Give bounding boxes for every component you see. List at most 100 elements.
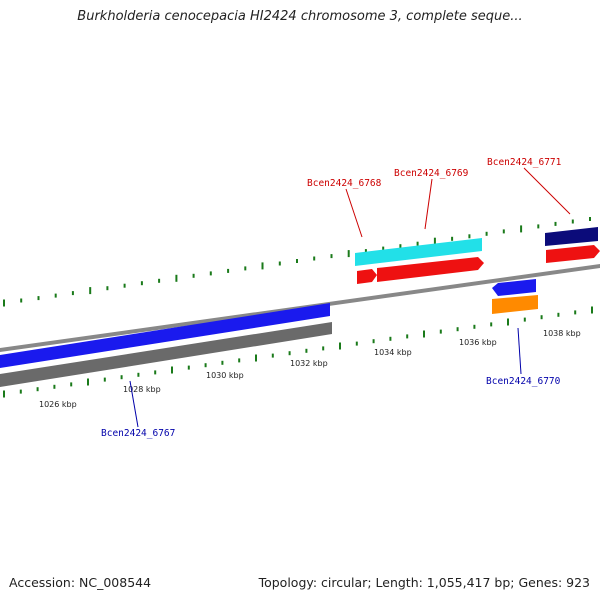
tick-mark (468, 234, 471, 239)
tick-mark (296, 259, 298, 263)
tick-mark (423, 330, 425, 338)
tick-mark (372, 339, 375, 344)
tick-label: 1030 kbp (206, 371, 244, 380)
tick-label: 1034 kbp (374, 348, 412, 357)
tick-mark (204, 363, 207, 368)
tick-label: 1028 kbp (123, 385, 161, 394)
tick-mark (3, 299, 5, 307)
tick-mark (187, 365, 190, 370)
gene-bar-Bcen2424_6767[interactable] (0, 303, 330, 368)
tick-mark (120, 375, 123, 380)
tick-mark (103, 377, 106, 382)
gene-leader-line (424, 178, 433, 230)
feature-bar-cds-orange[interactable] (492, 295, 538, 314)
tick-mark (591, 306, 593, 314)
gene-label-Bcen2424_6769[interactable]: Bcen2424_6769 (394, 168, 469, 179)
gene-label-Bcen2424_6770[interactable]: Bcen2424_6770 (486, 376, 561, 387)
tick-mark (571, 219, 574, 224)
tick-mark (451, 236, 454, 241)
tick-mark (473, 324, 476, 329)
tick-mark (523, 317, 526, 322)
gene-leader-line (517, 327, 522, 375)
tick-mark (71, 291, 74, 296)
map-title: Burkholderia cenocepacia HI2424 chromoso… (77, 9, 523, 24)
tick-mark (221, 360, 224, 365)
tick-mark (106, 286, 109, 291)
tick-mark (171, 366, 173, 374)
tick-mark (406, 334, 409, 339)
gene-label-Bcen2424_6767[interactable]: Bcen2424_6767 (101, 428, 175, 439)
feature-bar-cds-navy[interactable] (545, 227, 598, 246)
tick-mark (589, 217, 591, 221)
tick-mark (347, 250, 350, 258)
tick-mark (158, 278, 161, 283)
gene-bar-Bcen2424_6771[interactable] (546, 245, 600, 263)
tick-mark (36, 387, 39, 392)
tick-mark (209, 271, 212, 276)
tick-mark (456, 327, 459, 332)
gene-bar-Bcen2424_6769[interactable] (377, 257, 484, 282)
tick-mark (288, 351, 291, 356)
tick-mark (540, 315, 543, 320)
tick-mark (137, 372, 140, 377)
tick-mark (87, 378, 89, 386)
tick-mark (70, 382, 73, 387)
tick-mark (3, 390, 5, 398)
tick-mark (322, 346, 325, 351)
tick-mark (490, 322, 493, 327)
tick-mark (305, 348, 308, 353)
tick-mark (399, 244, 402, 249)
tick-mark (261, 262, 264, 270)
tick-mark (20, 298, 23, 303)
tick-mark (238, 358, 241, 363)
feature-bar-cds-cyan[interactable] (355, 238, 482, 266)
tick-mark (123, 283, 126, 288)
tick-mark (537, 224, 540, 229)
tick-mark (574, 310, 577, 315)
tick-mark (382, 246, 385, 251)
tick-mark (227, 268, 230, 273)
tick-mark (255, 354, 257, 362)
gene-leader-line (345, 188, 363, 238)
tick-label: 1038 kbp (543, 329, 581, 338)
gene-bar-Bcen2424_6768[interactable] (357, 269, 377, 284)
topology-text: Topology: circular; Length: 1,055,417 bp… (258, 575, 590, 590)
tick-mark (330, 254, 333, 259)
accession-text: Accession: NC_008544 (9, 575, 152, 590)
feature-bar-cds-gray[interactable] (0, 322, 332, 387)
tick-mark (175, 274, 178, 282)
tick-mark (339, 342, 341, 350)
tick-mark (389, 336, 392, 341)
gene-leader-line (523, 167, 571, 215)
tick-mark (313, 256, 316, 261)
tick-mark (54, 293, 57, 298)
tick-mark (271, 353, 274, 358)
tick-mark (278, 261, 281, 266)
tick-mark (507, 318, 509, 326)
tick-track-lower (3, 306, 593, 398)
tick-label: 1032 kbp (290, 359, 328, 368)
tick-label: 1036 kbp (459, 338, 497, 347)
tick-mark (502, 229, 505, 234)
gene-label-Bcen2424_6771[interactable]: Bcen2424_6771 (487, 157, 562, 168)
tick-mark (485, 231, 488, 236)
tick-mark (557, 312, 560, 317)
gene-leader-line (129, 380, 139, 428)
tick-mark (355, 341, 358, 346)
tick-mark (520, 225, 523, 233)
tick-mark (37, 296, 40, 301)
tick-mark (364, 249, 367, 254)
tick-mark (244, 266, 247, 271)
tick-mark (439, 329, 442, 334)
tick-mark (192, 273, 195, 278)
gene-bar-Bcen2424_6770[interactable] (492, 279, 536, 296)
tick-mark (19, 389, 22, 394)
tick-label: 1026 kbp (39, 400, 77, 409)
tick-mark (53, 384, 56, 389)
tick-mark (154, 370, 157, 375)
tick-mark (554, 221, 557, 226)
gene-label-Bcen2424_6768[interactable]: Bcen2424_6768 (307, 178, 382, 189)
tick-mark (140, 281, 143, 286)
tick-mark (433, 237, 436, 245)
